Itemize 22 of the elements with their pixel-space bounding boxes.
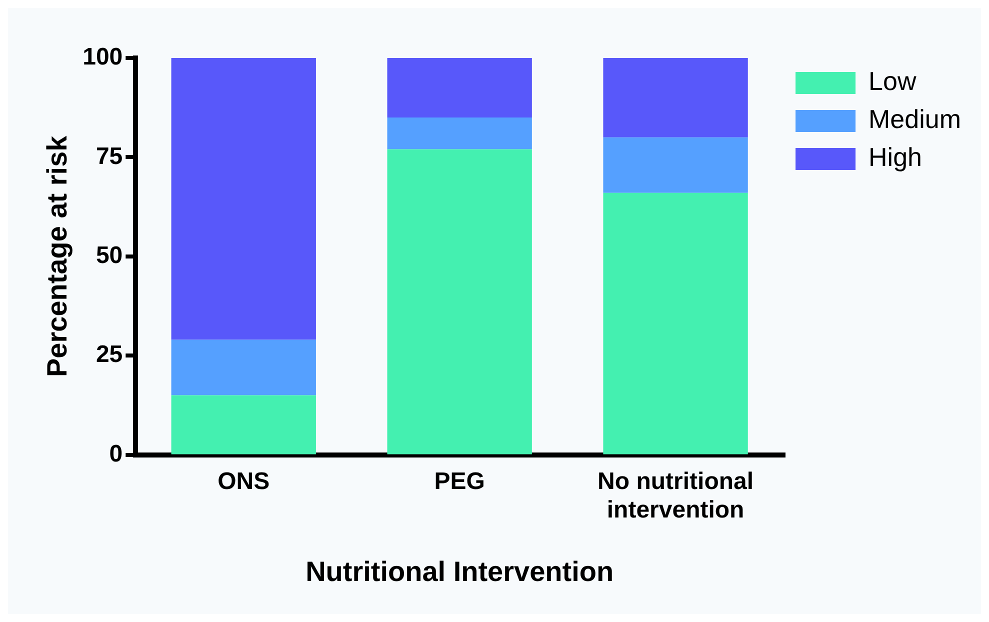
- x-tick-label: No nutritional intervention: [598, 468, 754, 524]
- bar: [387, 58, 532, 118]
- bar: [171, 395, 316, 454]
- y-tick-label: 25: [96, 341, 123, 368]
- bar: [387, 149, 532, 454]
- legend-label: High: [868, 142, 922, 172]
- bar: [603, 137, 748, 193]
- legend-label: Medium: [868, 104, 962, 134]
- bar: [171, 58, 316, 340]
- x-axis-title: Nutritional Intervention: [306, 556, 614, 587]
- x-tick-label: ONS: [218, 468, 270, 495]
- y-axis-title: Percentage at risk: [42, 135, 73, 378]
- bar: [171, 340, 316, 396]
- y-tick-label: 0: [109, 440, 123, 468]
- bar: [603, 58, 748, 138]
- y-tick-label: 75: [96, 142, 123, 170]
- y-tick-label: 50: [96, 242, 123, 270]
- bar: [603, 192, 748, 454]
- x-tick-label: PEG: [434, 468, 485, 495]
- bar: [387, 118, 532, 150]
- legend-label: Low: [868, 66, 916, 96]
- y-tick-label: 100: [82, 44, 123, 71]
